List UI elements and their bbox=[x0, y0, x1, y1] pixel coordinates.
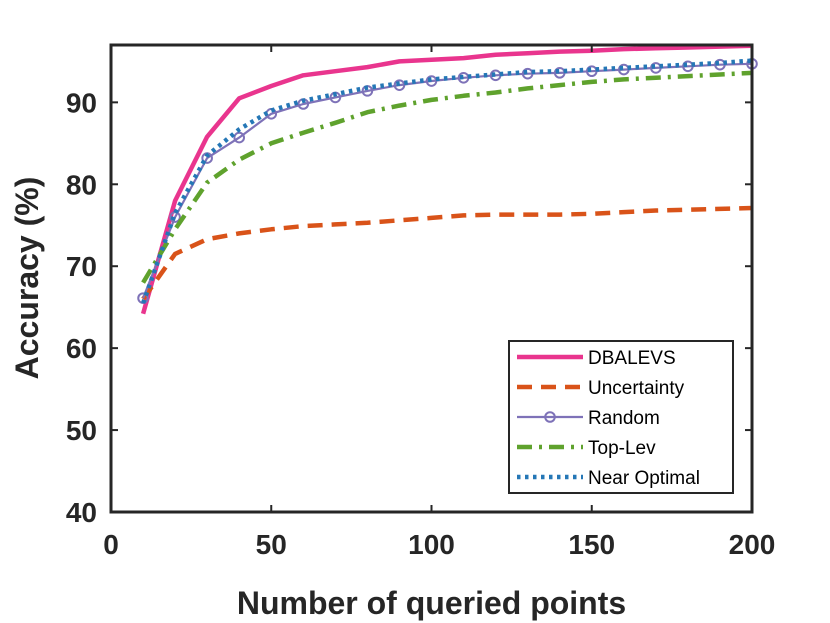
series-line-dbalevs bbox=[140, 43, 753, 315]
y-tick-label: 70 bbox=[66, 251, 97, 282]
ticks-layer: 0 50 100 150 200 40 50 60 70 80 90 bbox=[66, 45, 776, 560]
legend-label-top-lev: Top-Lev bbox=[588, 438, 656, 459]
x-tick-label: 50 bbox=[256, 529, 287, 560]
series-line-near-optimal bbox=[140, 58, 753, 304]
x-tick-label: 150 bbox=[568, 529, 615, 560]
legend-label-near-optimal: Near Optimal bbox=[588, 468, 700, 489]
series-line-uncertainty bbox=[141, 205, 753, 301]
x-tick-label: 0 bbox=[103, 529, 119, 560]
y-tick-label: 50 bbox=[66, 415, 97, 446]
y-tick-label: 90 bbox=[66, 87, 97, 118]
legend-label-uncertainty: Uncertainty bbox=[588, 378, 685, 399]
series-line-top-lev bbox=[141, 70, 753, 284]
y-tick-label: 60 bbox=[66, 333, 97, 364]
data-point-random bbox=[233, 131, 245, 144]
legend: DBALEVS Uncertainty Random Top-Lev Near Opti… bbox=[508, 340, 734, 494]
x-tick-label: 100 bbox=[408, 529, 455, 560]
legend-marker-random bbox=[544, 411, 556, 423]
legend-label-random: Random bbox=[588, 408, 660, 429]
data-point-random bbox=[393, 79, 406, 91]
series-layer bbox=[137, 43, 758, 315]
y-axis-title: Accuracy (%) bbox=[9, 177, 45, 380]
y-tick-label: 40 bbox=[66, 497, 97, 528]
x-axis-title: Number of queried points bbox=[237, 585, 626, 621]
legend-label-dbalevs: DBALEVS bbox=[588, 348, 676, 369]
x-tick-label: 200 bbox=[729, 529, 776, 560]
y-tick-label: 80 bbox=[66, 169, 97, 200]
